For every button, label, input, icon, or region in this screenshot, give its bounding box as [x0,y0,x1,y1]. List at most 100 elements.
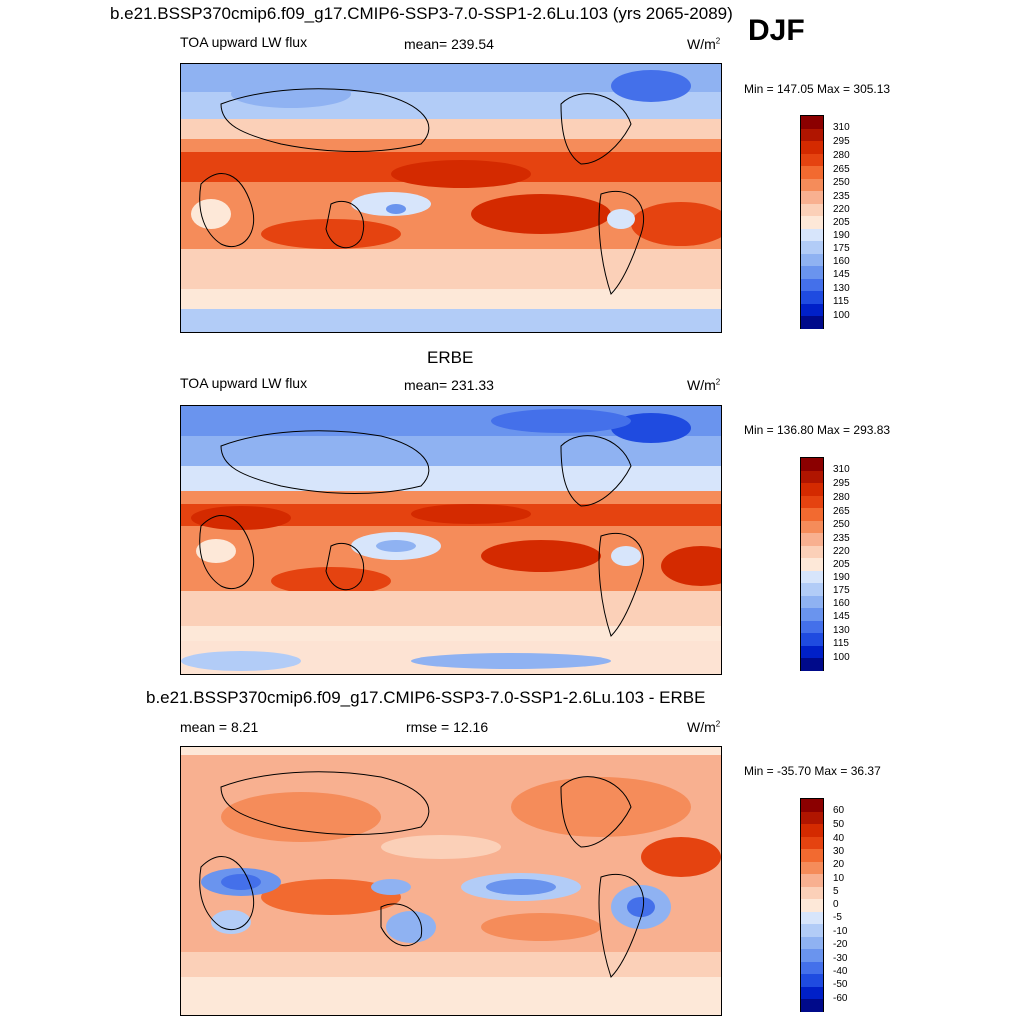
panel1-colorbar [800,115,824,329]
colorbar-label: 10 [833,873,845,884]
colorbar-swatch [801,166,823,179]
colorbar-swatch [801,861,823,874]
panel3-colorbar [800,798,824,1012]
colorbar-swatch [801,483,823,496]
colorbar-label: 0 [833,899,839,910]
colorbar-swatch [801,316,823,329]
colorbar-label: 100 [833,652,850,663]
colorbar-swatch [801,253,823,266]
colorbar-label: 220 [833,204,850,215]
colorbar-swatch [801,961,823,974]
colorbar-swatch [801,458,823,471]
colorbar-swatch [801,570,823,583]
colorbar-swatch [801,545,823,558]
panel2-minmax: Min = 136.80 Max = 293.83 [744,423,891,437]
colorbar-label: 30 [833,846,845,857]
colorbar-swatch [801,936,823,949]
panel1-minmax: Min = 147.05 Max = 305.13 [744,82,891,96]
colorbar-label: -30 [833,953,848,964]
colorbar-swatch [801,266,823,279]
colorbar-label: 160 [833,598,850,609]
colorbar-swatch [801,974,823,987]
colorbar-swatch [801,645,823,658]
colorbar-swatch [801,658,823,671]
colorbar-label: 295 [833,478,850,489]
colorbar-label: -5 [833,912,842,923]
colorbar-label: 280 [833,150,850,161]
colorbar-swatch [801,141,823,154]
panel2-map [180,405,722,675]
colorbar-swatch [801,216,823,229]
colorbar-swatch [801,303,823,316]
colorbar-swatch [801,583,823,596]
colorbar-label: 190 [833,572,850,583]
colorbar-swatch [801,178,823,191]
colorbar-swatch [801,799,823,812]
colorbar-swatch [801,595,823,608]
colorbar-swatch [801,495,823,508]
colorbar-label: -20 [833,939,848,950]
colorbar-swatch [801,836,823,849]
colorbar-label: 280 [833,492,850,503]
colorbar-label: 220 [833,546,850,557]
panel3-rmse-label: rmse = 12.16 [406,719,489,735]
colorbar-swatch [801,278,823,291]
panel1-mean-label: mean= 239.54 [404,36,494,52]
colorbar-swatch [801,620,823,633]
panel1-map [180,63,722,333]
colorbar-swatch [801,203,823,216]
colorbar-swatch [801,874,823,887]
colorbar-swatch [801,633,823,646]
panel2-title: ERBE [427,348,474,367]
colorbar-label: -10 [833,926,848,937]
panel3-units: W/m2 [687,719,721,735]
colorbar-swatch [801,291,823,304]
panel2-variable-label: TOA upward LW flux [180,375,308,391]
colorbar-label: 295 [833,136,850,147]
colorbar-label: 50 [833,819,845,830]
panel1-units: W/m2 [687,36,721,52]
panel2-colorbar [800,457,824,671]
colorbar-swatch [801,811,823,824]
colorbar-label: 130 [833,625,850,636]
colorbar-swatch [801,608,823,621]
colorbar-label: 235 [833,533,850,544]
colorbar-swatch [801,191,823,204]
colorbar-swatch [801,153,823,166]
colorbar-swatch [801,986,823,999]
colorbar-label: 175 [833,585,850,596]
colorbar-label: 20 [833,859,845,870]
colorbar-label: -40 [833,966,848,977]
panel3-map [180,746,722,1016]
colorbar-swatch [801,520,823,533]
colorbar-label: 115 [833,296,849,307]
colorbar-label: 250 [833,519,850,530]
figure-title: b.e21.BSSP370cmip6.f09_g17.CMIP6-SSP3-7.… [110,4,733,23]
colorbar-swatch [801,508,823,521]
colorbar-swatch [801,128,823,141]
colorbar-label: 145 [833,269,850,280]
colorbar-label: 5 [833,886,839,897]
colorbar-label: 235 [833,191,850,202]
colorbar-label: 190 [833,230,850,241]
colorbar-label: 205 [833,217,850,228]
panel2-mean-label: mean= 231.33 [404,377,494,393]
colorbar-label: -60 [833,993,848,1004]
colorbar-label: 130 [833,283,850,294]
season-label: DJF [748,14,805,47]
colorbar-swatch [801,533,823,546]
colorbar-label: 250 [833,177,850,188]
colorbar-swatch [801,228,823,241]
colorbar-swatch [801,849,823,862]
colorbar-swatch [801,924,823,937]
colorbar-swatch [801,949,823,962]
colorbar-swatch [801,911,823,924]
colorbar-label: 310 [833,464,850,475]
colorbar-label: 145 [833,611,850,622]
panel2-units: W/m2 [687,377,721,393]
colorbar-label: 205 [833,559,850,570]
colorbar-label: 265 [833,506,850,517]
colorbar-swatch [801,899,823,912]
panel3-mean-label: mean = 8.21 [180,719,259,735]
colorbar-label: 60 [833,805,845,816]
